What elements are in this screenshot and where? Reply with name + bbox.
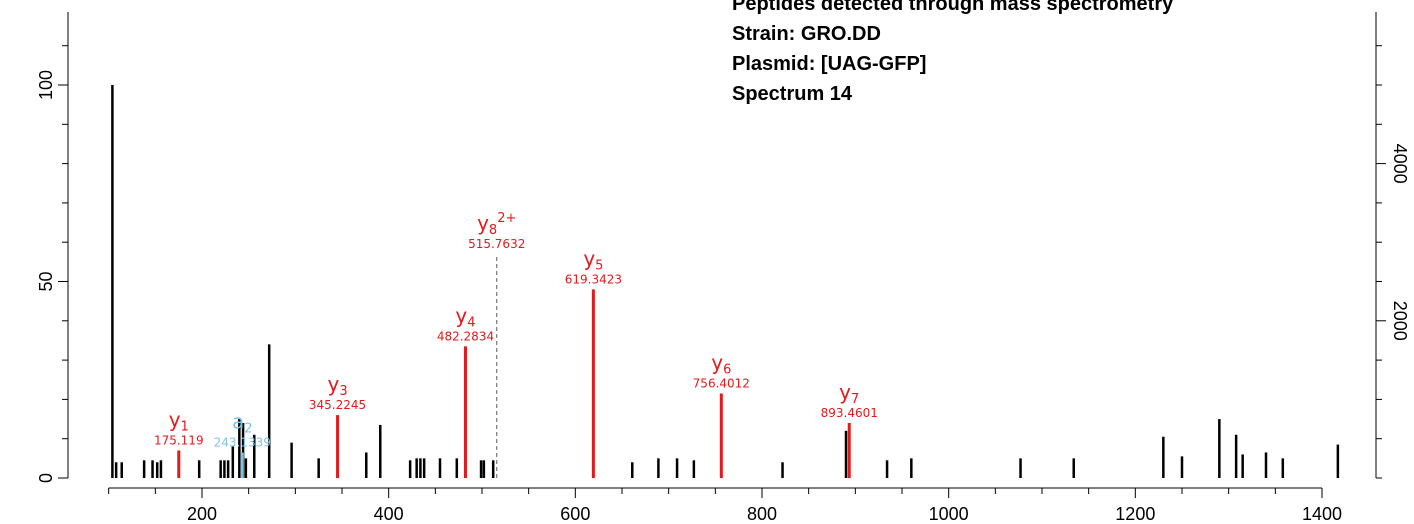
ion-subscript: 2 bbox=[244, 421, 252, 436]
ion-charge: 2+ bbox=[497, 211, 516, 226]
ion-mz-label: 345.2245 bbox=[309, 398, 366, 412]
ion-label: y3 bbox=[327, 372, 347, 399]
ion-mz-label: 175.119 bbox=[154, 433, 204, 447]
title-line: Peptides detected through mass spectrome… bbox=[732, 0, 1174, 15]
ion-mz-label: 619.3423 bbox=[565, 272, 622, 286]
ion-subscript: 7 bbox=[851, 392, 859, 407]
y-tick-label: 100 bbox=[36, 70, 56, 100]
ion-name: y bbox=[327, 372, 339, 396]
annotated-ions: y1175.119a2243.1339y3345.2245y4482.2834y… bbox=[154, 211, 878, 478]
ion-name: y bbox=[839, 380, 851, 404]
ion-subscript: 6 bbox=[723, 363, 731, 378]
ion-label: a2 bbox=[232, 409, 253, 436]
x-tick-label: 1000 bbox=[929, 504, 969, 524]
ion-subscript: 1 bbox=[181, 419, 189, 434]
ion-mz-label: 515.7632 bbox=[468, 237, 525, 251]
right-tick-label: 2000 bbox=[1390, 301, 1410, 341]
ion-label: y7 bbox=[839, 380, 859, 407]
axes: 200 400 600 800 1000 1200 1400 0 50 100 2000 4000 bbox=[36, 12, 1410, 524]
title-line: Plasmid: [UAG-GFP] bbox=[732, 53, 926, 75]
y-tick-label: 0 bbox=[36, 473, 56, 483]
right-tick-label: 4000 bbox=[1390, 144, 1410, 184]
ion-subscript: 4 bbox=[467, 315, 475, 330]
ion-subscript: 5 bbox=[595, 258, 603, 273]
title-line: Strain: GRO.DD bbox=[732, 23, 881, 45]
ion-label: y6 bbox=[711, 351, 731, 378]
x-tick-label: 200 bbox=[187, 504, 217, 524]
ion-subscript: 3 bbox=[339, 384, 347, 399]
ion-name: y bbox=[477, 211, 489, 235]
ion-name: y bbox=[455, 303, 467, 327]
ion-label: y5 bbox=[583, 246, 603, 273]
x-tick-label: 600 bbox=[560, 504, 590, 524]
ion-mz-label: 893.4601 bbox=[821, 406, 878, 420]
chart-title: Peptides detected through mass spectrome… bbox=[732, 0, 1174, 105]
ion-label: y82+ bbox=[477, 211, 516, 238]
x-tick-label: 400 bbox=[374, 504, 404, 524]
ion-mz-label: 756.4012 bbox=[693, 377, 750, 391]
x-tick-label: 800 bbox=[747, 504, 777, 524]
ion-name: y bbox=[583, 246, 595, 270]
x-tick-label: 1200 bbox=[1115, 504, 1155, 524]
ion-name: a bbox=[232, 409, 244, 433]
ion-mz-label: 243.1339 bbox=[214, 435, 271, 449]
y-tick-label: 50 bbox=[36, 271, 56, 291]
ion-name: y bbox=[169, 407, 181, 431]
x-tick-label: 1400 bbox=[1302, 504, 1342, 524]
ion-subscript: 8 bbox=[489, 223, 497, 238]
ion-mz-label: 482.2834 bbox=[437, 329, 494, 343]
peaks bbox=[111, 85, 1340, 478]
ion-name: y bbox=[711, 351, 723, 375]
ion-label: y4 bbox=[455, 303, 475, 330]
title-line: Spectrum 14 bbox=[732, 83, 853, 105]
ion-label: y1 bbox=[169, 407, 189, 434]
